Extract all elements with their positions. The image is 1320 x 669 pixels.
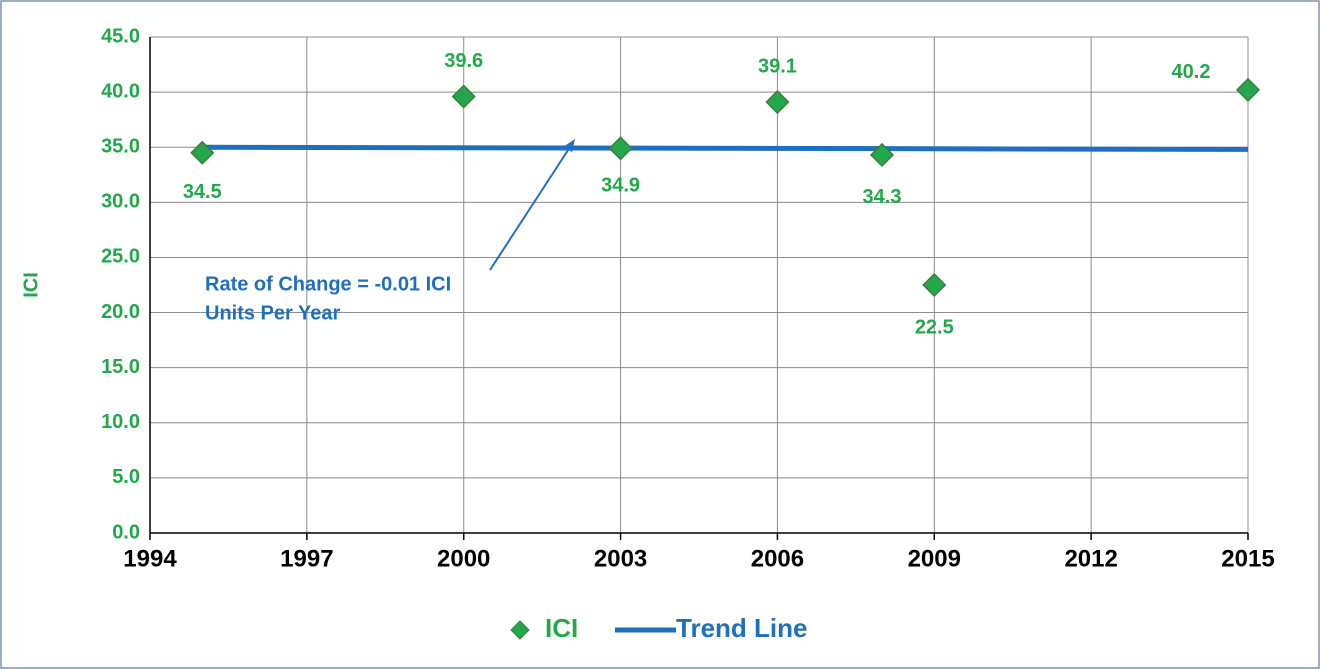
annotation: Rate of Change = -0.01 ICI	[205, 273, 451, 295]
y-tick-label: 10.0	[101, 411, 140, 433]
data-label: 22.5	[915, 316, 954, 338]
y-tick-label: 30.0	[101, 191, 140, 213]
annotation-arrow	[489, 143, 573, 271]
y-tick-label: 0.0	[112, 521, 140, 543]
data-label: 39.6	[444, 50, 483, 72]
y-tick-label: 25.0	[101, 246, 140, 268]
data-point	[608, 136, 633, 161]
data-point	[1235, 77, 1261, 102]
data-label: 39.1	[758, 55, 797, 77]
y-tick-label: 15.0	[101, 356, 140, 378]
legend-label: Trend Line	[676, 613, 807, 643]
data-label: 34.3	[863, 186, 902, 208]
x-tick-label: 2000	[437, 545, 490, 572]
data-label: 34.5	[183, 181, 222, 203]
data-point	[765, 89, 790, 115]
y-tick-label: 20.0	[101, 301, 140, 323]
data-point	[922, 272, 947, 298]
data-point	[869, 142, 895, 167]
y-axis-title: ICI	[20, 272, 42, 298]
trend-line	[202, 144, 1249, 152]
y-tick-label: 40.0	[101, 80, 140, 102]
data-label: 34.9	[601, 175, 640, 197]
y-tick-label: 45.0	[101, 25, 140, 47]
legend-marker	[510, 620, 530, 640]
y-tick-label: 35.0	[101, 136, 140, 158]
data-point	[451, 84, 476, 109]
x-tick-label: 2015	[1221, 545, 1274, 572]
annotation-arrowhead	[563, 139, 575, 152]
y-tick-label: 5.0	[112, 466, 140, 488]
x-tick-label: 1994	[123, 545, 177, 572]
data-label: 40.2	[1172, 61, 1211, 83]
legend-label: ICI	[545, 613, 578, 643]
x-tick-label: 2012	[1064, 545, 1117, 572]
x-tick-label: 1997	[280, 545, 333, 572]
data-point	[190, 140, 215, 165]
x-tick-label: 2009	[908, 545, 961, 572]
x-tick-label: 2003	[594, 545, 647, 572]
x-tick-label: 2006	[751, 545, 804, 572]
annotation: Units Per Year	[205, 302, 340, 324]
